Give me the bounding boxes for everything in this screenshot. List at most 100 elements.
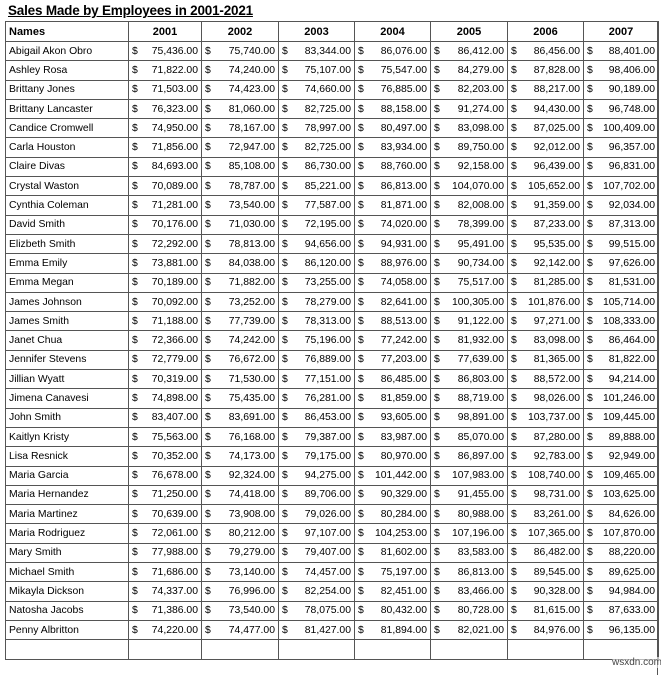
sales-cell[interactable]: $97,626.00 — [583, 253, 659, 274]
sales-cell[interactable]: $79,279.00 — [201, 542, 279, 564]
sales-cell[interactable]: $89,545.00 — [507, 562, 584, 583]
sales-cell[interactable]: $75,563.00 — [128, 426, 202, 448]
employee-name-cell[interactable]: Janet Chua — [5, 330, 129, 351]
sales-cell[interactable]: $78,279.00 — [278, 291, 355, 313]
sales-cell[interactable]: $92,324.00 — [201, 465, 279, 486]
sales-cell[interactable]: $75,197.00 — [354, 562, 431, 583]
sales-cell[interactable]: $92,034.00 — [583, 195, 659, 216]
sales-cell[interactable]: $107,983.00 — [430, 465, 508, 486]
sales-cell[interactable]: $104,253.00 — [354, 523, 431, 544]
employee-name-cell[interactable]: James Smith — [5, 311, 129, 332]
sales-cell[interactable]: $71,530.00 — [201, 369, 279, 390]
sales-cell[interactable]: $101,876.00 — [507, 291, 584, 313]
sales-cell[interactable]: $88,158.00 — [354, 98, 431, 120]
sales-cell[interactable]: $91,455.00 — [430, 484, 508, 506]
sales-cell[interactable]: $87,313.00 — [583, 214, 659, 235]
sales-cell[interactable]: $92,783.00 — [507, 446, 584, 467]
sales-cell[interactable]: $87,233.00 — [507, 214, 584, 235]
sales-cell[interactable]: $79,175.00 — [278, 446, 355, 467]
sales-cell[interactable]: $71,686.00 — [128, 562, 202, 583]
sales-cell[interactable]: $75,547.00 — [354, 60, 431, 81]
employee-name-cell[interactable]: Ashley Rosa — [5, 60, 129, 81]
sales-cell[interactable]: $77,587.00 — [278, 195, 355, 216]
sales-cell[interactable]: $79,407.00 — [278, 542, 355, 564]
sales-cell[interactable]: $108,333.00 — [583, 311, 659, 332]
sales-cell[interactable]: $83,466.00 — [430, 581, 508, 602]
sales-cell[interactable]: $81,285.00 — [507, 272, 584, 293]
sales-cell[interactable]: $74,418.00 — [201, 484, 279, 506]
sales-cell[interactable]: $100,305.00 — [430, 291, 508, 313]
sales-cell[interactable]: $82,203.00 — [430, 79, 508, 100]
sales-cell[interactable]: $92,012.00 — [507, 137, 584, 158]
sales-cell[interactable]: $96,831.00 — [583, 156, 659, 178]
sales-cell[interactable]: $88,220.00 — [583, 542, 659, 564]
sales-cell[interactable]: $95,535.00 — [507, 233, 584, 255]
employee-name-cell[interactable]: Lisa Resnick — [5, 446, 129, 467]
sales-cell[interactable]: $74,240.00 — [201, 60, 279, 81]
sales-cell[interactable]: $84,976.00 — [507, 619, 584, 641]
sales-cell[interactable]: $97,271.00 — [507, 311, 584, 332]
sales-cell[interactable]: $78,075.00 — [278, 600, 355, 621]
sales-cell[interactable]: $94,984.00 — [583, 581, 659, 602]
sales-cell[interactable]: $76,281.00 — [278, 388, 355, 409]
sales-cell[interactable]: $76,885.00 — [354, 79, 431, 100]
sales-cell[interactable]: $81,427.00 — [278, 619, 355, 641]
sales-cell[interactable]: $80,988.00 — [430, 504, 508, 525]
sales-cell[interactable]: $95,491.00 — [430, 233, 508, 255]
sales-cell[interactable]: $89,706.00 — [278, 484, 355, 506]
employee-name-cell[interactable]: David Smith — [5, 214, 129, 235]
sales-cell[interactable]: $72,292.00 — [128, 233, 202, 255]
sales-cell[interactable]: $78,813.00 — [201, 233, 279, 255]
sales-cell[interactable]: $78,399.00 — [430, 214, 508, 235]
sales-cell[interactable]: $71,188.00 — [128, 311, 202, 332]
sales-cell[interactable]: $85,221.00 — [278, 176, 355, 197]
employee-name-cell[interactable]: Mikayla Dickson — [5, 581, 129, 602]
sales-cell[interactable]: $109,445.00 — [583, 407, 659, 428]
sales-cell[interactable]: $83,098.00 — [507, 330, 584, 351]
sales-cell[interactable]: $85,108.00 — [201, 156, 279, 178]
sales-cell[interactable]: $86,482.00 — [507, 542, 584, 564]
sales-cell[interactable]: $86,453.00 — [278, 407, 355, 428]
sales-cell[interactable]: $86,120.00 — [278, 253, 355, 274]
sales-cell[interactable]: $72,779.00 — [128, 349, 202, 371]
sales-cell[interactable]: $81,871.00 — [354, 195, 431, 216]
sales-cell[interactable]: $78,997.00 — [278, 118, 355, 139]
employee-name-cell[interactable]: Carla Houston — [5, 137, 129, 158]
employee-name-cell[interactable]: Maria Martinez — [5, 504, 129, 525]
sales-cell[interactable]: $98,731.00 — [507, 484, 584, 506]
employee-name-cell[interactable]: John Smith — [5, 407, 129, 428]
sales-cell[interactable]: $79,026.00 — [278, 504, 355, 525]
sales-cell[interactable]: $70,176.00 — [128, 214, 202, 235]
sales-cell[interactable]: $70,352.00 — [128, 446, 202, 467]
sales-cell[interactable]: $81,615.00 — [507, 600, 584, 621]
sales-cell[interactable]: $72,366.00 — [128, 330, 202, 351]
sales-cell[interactable]: $75,107.00 — [278, 60, 355, 81]
sales-cell[interactable]: $71,250.00 — [128, 484, 202, 506]
sales-cell[interactable]: $77,151.00 — [278, 369, 355, 390]
sales-cell[interactable]: $90,328.00 — [507, 581, 584, 602]
sales-cell[interactable]: $105,652.00 — [507, 176, 584, 197]
sales-cell[interactable]: $94,656.00 — [278, 233, 355, 255]
column-header-names[interactable]: Names — [5, 21, 129, 42]
sales-cell[interactable]: $83,261.00 — [507, 504, 584, 525]
sales-cell[interactable]: $73,540.00 — [201, 195, 279, 216]
sales-cell[interactable]: $72,195.00 — [278, 214, 355, 235]
employee-name-cell[interactable]: Emma Megan — [5, 272, 129, 293]
sales-cell[interactable]: $94,430.00 — [507, 98, 584, 120]
sales-cell[interactable]: $83,098.00 — [430, 118, 508, 139]
sales-cell[interactable]: $94,275.00 — [278, 465, 355, 486]
sales-cell[interactable]: $81,822.00 — [583, 349, 659, 371]
sales-cell[interactable]: $92,142.00 — [507, 253, 584, 274]
sales-cell[interactable]: $86,485.00 — [354, 369, 431, 390]
sales-cell[interactable]: $83,583.00 — [430, 542, 508, 564]
sales-cell[interactable]: $75,740.00 — [201, 40, 279, 62]
sales-cell[interactable]: $71,882.00 — [201, 272, 279, 293]
empty-cell[interactable] — [507, 639, 584, 660]
sales-cell[interactable]: $75,435.00 — [201, 388, 279, 409]
sales-cell[interactable]: $90,189.00 — [583, 79, 659, 100]
sales-cell[interactable]: $93,605.00 — [354, 407, 431, 428]
sales-cell[interactable]: $74,950.00 — [128, 118, 202, 139]
employee-name-cell[interactable]: Natosha Jacobs — [5, 600, 129, 621]
sales-cell[interactable]: $107,365.00 — [507, 523, 584, 544]
sales-cell[interactable]: $73,908.00 — [201, 504, 279, 525]
